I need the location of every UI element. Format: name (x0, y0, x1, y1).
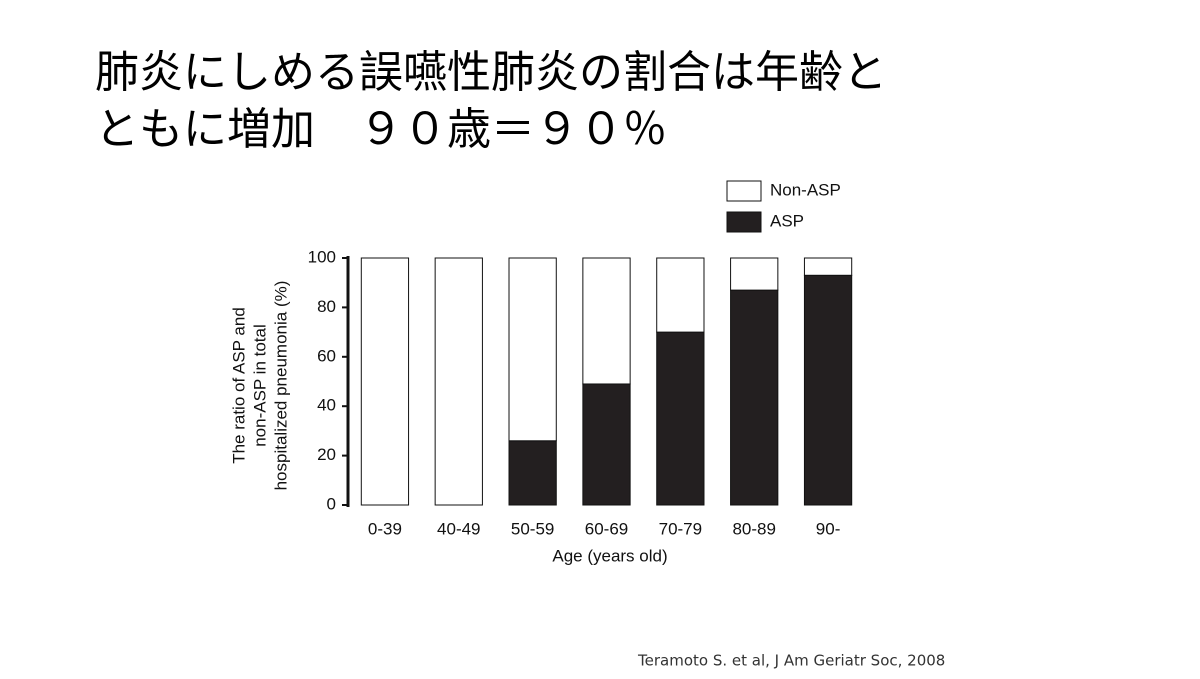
bar-segment (360, 257, 410, 506)
bar-segment (434, 257, 483, 506)
x-tick-label: 70-79 (659, 519, 702, 538)
y-axis-label: The ratio of ASP and (229, 307, 248, 464)
x-axis-label: Age (years old) (552, 546, 667, 565)
bar-segment (582, 383, 631, 506)
y-tick-label: 60 (317, 346, 336, 365)
bar-segment (656, 257, 705, 333)
x-tick-label: 50-59 (511, 519, 554, 538)
bar-segment (508, 440, 557, 506)
legend-label: ASP (770, 211, 804, 230)
bar-segment (582, 257, 631, 385)
y-axis-label: hospitalized pneumonia (%) (271, 281, 290, 491)
bar-segment (508, 257, 557, 442)
x-tick-label: 40-49 (437, 519, 480, 538)
x-tick-label: 0-39 (368, 519, 402, 538)
x-tick-label: 90- (816, 519, 841, 538)
bar-segment (656, 331, 705, 506)
x-tick-label: 80-89 (732, 519, 775, 538)
legend-label: Non-ASP (770, 180, 841, 199)
bar-segment (803, 274, 853, 506)
y-tick-label: 80 (317, 297, 336, 316)
y-axis-label: non-ASP in total (250, 324, 269, 447)
legend-swatch (726, 180, 762, 202)
slide-title-line: 肺炎にしめる誤嚥性肺炎の割合は年齢と (95, 47, 887, 98)
y-tick-label: 40 (317, 396, 336, 415)
citation: Teramoto S. et al, J Am Geriatr Soc, 200… (637, 652, 945, 670)
bar-segment (730, 289, 779, 506)
y-tick-label: 100 (308, 247, 336, 266)
slide-title-line: ともに増加 ９０歳＝９０％ (95, 104, 667, 155)
y-tick-label: 0 (327, 494, 336, 513)
y-tick-label: 20 (317, 445, 336, 464)
bar-segment (730, 257, 779, 291)
bar-segment (803, 257, 853, 276)
legend-swatch (726, 211, 762, 233)
x-tick-label: 60-69 (585, 519, 628, 538)
